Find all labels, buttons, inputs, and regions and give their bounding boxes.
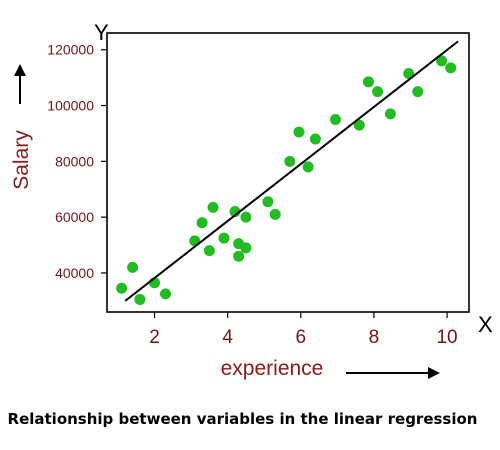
x-tick-label-10: 10 <box>436 327 457 348</box>
x-axis-arrowhead <box>428 367 440 379</box>
data-point-9 <box>207 201 219 213</box>
data-point-12 <box>233 250 245 262</box>
data-point-19 <box>293 126 305 138</box>
data-point-20 <box>302 161 314 173</box>
y-tick-label-100000: 100000 <box>47 98 94 114</box>
data-point-18 <box>284 155 296 167</box>
data-point-27 <box>403 67 415 79</box>
y-tick-label-120000: 120000 <box>47 42 94 58</box>
data-point-29 <box>436 55 448 67</box>
x-tick-label-8: 8 <box>369 327 380 348</box>
data-points <box>116 55 457 305</box>
y-tick-label-80000: 80000 <box>55 153 94 169</box>
data-point-10 <box>218 232 230 244</box>
data-point-24 <box>362 76 374 88</box>
data-point-30 <box>445 62 457 74</box>
data-point-26 <box>384 108 396 120</box>
data-point-22 <box>330 113 342 125</box>
x-tick-label-6: 6 <box>296 327 307 348</box>
x-tick-label-2: 2 <box>149 327 160 348</box>
y-tick-label-40000: 40000 <box>55 265 94 281</box>
data-point-2 <box>127 261 139 273</box>
data-point-7 <box>196 217 208 229</box>
y-tick-label-60000: 60000 <box>55 209 94 225</box>
x-axis-letter: X <box>478 312 493 337</box>
x-axis-title: experience <box>221 357 324 380</box>
data-point-28 <box>412 86 424 98</box>
data-point-8 <box>203 245 215 257</box>
regression-line <box>124 40 459 302</box>
chart-caption: Relationship between variables in the li… <box>7 410 478 428</box>
data-point-25 <box>372 86 384 98</box>
data-point-5 <box>160 288 172 300</box>
data-point-23 <box>353 119 365 131</box>
y-axis-title: Salary <box>10 130 33 190</box>
data-point-21 <box>309 133 321 145</box>
data-point-17 <box>269 208 281 220</box>
data-point-1 <box>116 282 128 294</box>
data-point-14 <box>240 242 252 254</box>
data-point-15 <box>240 211 252 223</box>
data-point-3 <box>134 293 146 305</box>
x-tick-label-4: 4 <box>222 327 233 348</box>
y-axis-arrowhead <box>14 64 26 76</box>
plot-frame <box>106 32 470 313</box>
data-point-16 <box>262 196 274 208</box>
y-axis-letter: Y <box>94 20 109 45</box>
